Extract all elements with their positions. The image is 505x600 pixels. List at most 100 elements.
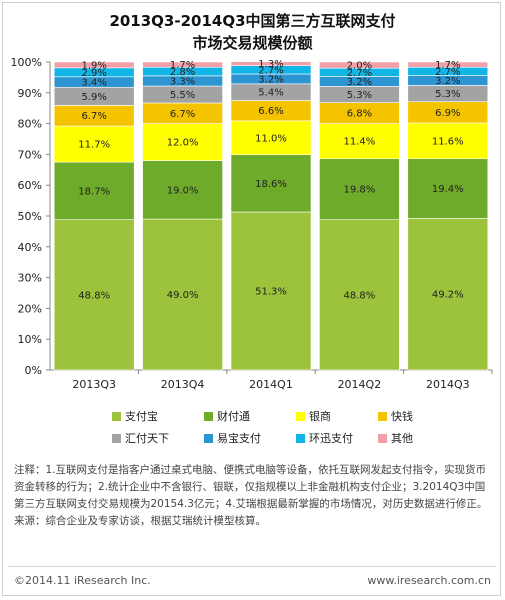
x-tick-label: 2013Q4 — [161, 378, 205, 391]
data-label: 6.7% — [170, 109, 195, 120]
notes-text: 注释：1.互联网支付是指客户通过桌式电脑、便携式电脑等设备，依托互联网发起支付指… — [14, 464, 488, 510]
data-label: 51.3% — [255, 286, 287, 297]
data-label: 1.7% — [435, 60, 460, 71]
y-tick-label: 100% — [11, 56, 42, 69]
y-tick-label: 30% — [18, 272, 42, 285]
x-tick-label: 2014Q1 — [249, 378, 293, 391]
data-label: 49.2% — [432, 290, 464, 301]
legend-label: 支付宝 — [125, 410, 158, 423]
legend-label: 银商 — [309, 410, 331, 423]
data-label: 6.8% — [347, 109, 372, 120]
legend-swatch — [204, 433, 213, 443]
bar-segment — [319, 219, 400, 371]
data-label: 5.4% — [258, 88, 283, 99]
x-tick-label: 2014Q2 — [338, 378, 382, 391]
data-label: 11.7% — [78, 140, 110, 151]
bar-segment — [53, 125, 135, 163]
data-label: 3.4% — [81, 78, 106, 89]
data-label: 2.8% — [170, 67, 195, 78]
data-label: 2.7% — [347, 68, 372, 79]
notes-block: 注释：1.互联网支付是指客户通过桌式电脑、便携式电脑等设备，依托互联网发起支付指… — [14, 462, 490, 530]
bar-segment — [230, 154, 312, 213]
data-label: 5.5% — [170, 90, 195, 101]
footer-website: www.iresearch.com.cn — [367, 574, 491, 587]
data-label: 6.6% — [258, 106, 283, 117]
y-tick-label: 50% — [18, 210, 42, 223]
legend-swatch — [112, 411, 121, 421]
bar-segment — [407, 158, 489, 219]
source-text: 来源：综合企业及专家访谈，根据艾瑞统计模型核算。 — [14, 515, 266, 527]
data-label: 19.8% — [344, 185, 376, 196]
legend-label: 其他 — [391, 432, 413, 445]
y-tick-label: 60% — [18, 179, 42, 192]
bar-segment — [407, 122, 489, 160]
bar-segment — [407, 61, 489, 68]
data-label: 18.6% — [255, 179, 287, 190]
legend-swatch — [112, 433, 121, 443]
data-label: 11.6% — [432, 136, 464, 147]
legend-label: 汇付天下 — [125, 432, 169, 445]
data-label: 3.3% — [170, 76, 195, 87]
legend-item: 环迅支付 — [296, 432, 353, 446]
data-label: 2.0% — [347, 61, 372, 72]
y-tick-label: 80% — [18, 118, 42, 131]
bar-segment — [230, 61, 312, 66]
x-tick-label: 2013Q3 — [72, 378, 116, 391]
y-tick-label: 40% — [18, 241, 42, 254]
y-tick-label: 20% — [18, 302, 42, 315]
data-label: 19.4% — [432, 184, 464, 195]
data-label: 3.2% — [435, 76, 460, 87]
bar-segment — [319, 158, 400, 220]
data-label: 2.7% — [435, 67, 460, 78]
legend-item: 快钱 — [378, 410, 413, 424]
data-label: 1.9% — [81, 60, 106, 71]
data-label: 1.3% — [258, 59, 283, 70]
bar-segment — [230, 120, 312, 156]
data-label: 48.8% — [344, 290, 376, 301]
bar-segment — [142, 123, 223, 161]
legend-swatch — [296, 433, 305, 443]
y-tick-label: 70% — [18, 148, 42, 161]
bar-segment — [142, 61, 223, 68]
data-label: 1.7% — [170, 60, 195, 71]
data-label: 6.7% — [81, 111, 106, 122]
chart-title-line1: 2013Q3-2014Q3中国第三方互联网支付 — [109, 12, 396, 30]
data-label: 19.0% — [167, 185, 199, 196]
bar-segment — [142, 160, 223, 220]
legend-label: 快钱 — [391, 410, 413, 423]
x-tick-label: 2014Q3 — [426, 378, 470, 391]
legend-swatch — [378, 411, 387, 421]
data-label: 5.3% — [435, 89, 460, 100]
legend-item: 其他 — [378, 432, 413, 446]
bar-segment — [53, 61, 135, 69]
legend-item: 银商 — [296, 410, 331, 424]
footer-copyright: ©2014.11 iResearch Inc. — [14, 574, 151, 587]
data-label: 5.9% — [81, 92, 106, 103]
data-label: 2.7% — [258, 65, 283, 76]
data-label: 2.9% — [81, 68, 106, 79]
data-label: 5.3% — [347, 90, 372, 101]
data-label: 6.9% — [435, 108, 460, 119]
legend-swatch — [378, 433, 387, 443]
bar-segment — [319, 61, 400, 69]
legend-item: 汇付天下 — [112, 432, 169, 446]
legend-swatch — [296, 411, 305, 421]
data-label: 3.2% — [347, 77, 372, 88]
y-tick-label: 0% — [25, 364, 42, 377]
bar-segment — [230, 211, 312, 371]
legend-item: 支付宝 — [112, 410, 158, 424]
legend-label: 易宝支付 — [217, 432, 261, 445]
legend-item: 财付通 — [204, 410, 250, 424]
data-label: 18.7% — [78, 186, 110, 197]
bar-segment — [142, 218, 223, 371]
data-label: 11.0% — [255, 133, 287, 144]
legend-swatch — [204, 411, 213, 421]
stacked-bar-chart: 0% 10% 20% 30% 40% 50% 60% 70% 80% 90% 100% 48.8% 18… — [11, 56, 493, 391]
y-tick-label: 10% — [18, 333, 42, 346]
data-label: 3.2% — [258, 74, 283, 85]
chart-legend: 支付宝 财付通 银商 快钱汇付天下 易宝支付 环迅支付 其他 — [112, 410, 492, 458]
data-label: 12.0% — [167, 138, 199, 149]
footer-divider — [8, 566, 496, 567]
chart-title-line2: 市场交易规模份额 — [192, 34, 313, 52]
legend-label: 环迅支付 — [309, 432, 353, 445]
